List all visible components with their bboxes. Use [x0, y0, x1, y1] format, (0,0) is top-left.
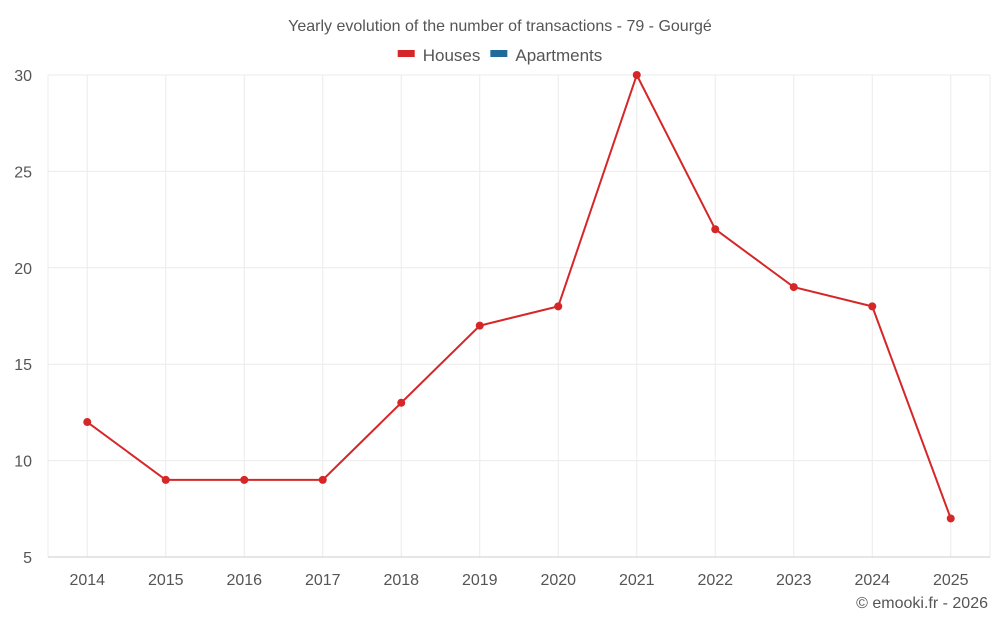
legend-item-houses[interactable]: Houses: [397, 46, 481, 65]
y-tick-label: 20: [14, 261, 32, 278]
data-point[interactable]: [632, 71, 641, 79]
data-point[interactable]: [397, 398, 406, 407]
data-point[interactable]: [711, 225, 720, 234]
legend-label: Houses: [423, 46, 481, 65]
y-tick-label: 5: [23, 550, 32, 567]
x-tick-label: 2023: [776, 572, 812, 589]
x-tick-label: 2021: [619, 572, 655, 589]
data-point[interactable]: [240, 475, 249, 484]
x-axis: 2014 2015 2016 2017 2018 2019 2020 2021 2022 2023…: [69, 572, 968, 589]
y-tick-label: 30: [14, 68, 32, 85]
data-point[interactable]: [475, 321, 484, 330]
legend: Houses Apartments: [397, 46, 602, 65]
x-tick-label: 2017: [305, 572, 341, 589]
credit-text: © emooki.fr - 2026: [856, 595, 988, 612]
data-point[interactable]: [946, 514, 955, 523]
x-tick-label: 2019: [462, 572, 498, 589]
x-tick-label: 2016: [226, 572, 262, 589]
grid: [47, 74, 991, 558]
x-tick-label: 2024: [854, 572, 890, 589]
legend-item-apartments[interactable]: Apartments: [490, 46, 602, 65]
x-tick-label: 2025: [933, 572, 969, 589]
series-line-houses: [86, 72, 952, 519]
data-point[interactable]: [554, 302, 563, 311]
data-point[interactable]: [789, 283, 798, 292]
legend-swatch: [397, 50, 415, 57]
y-tick-label: 10: [14, 454, 32, 471]
data-point[interactable]: [318, 475, 327, 484]
legend-swatch: [490, 50, 508, 57]
data-point[interactable]: [83, 418, 92, 427]
data-point[interactable]: [161, 475, 170, 484]
x-tick-label: 2014: [69, 572, 105, 589]
y-axis: 5 10 15 20 25 30: [14, 68, 32, 567]
data-point[interactable]: [868, 302, 877, 311]
chart-title: Yearly evolution of the number of transa…: [288, 18, 712, 35]
x-tick-label: 2022: [697, 572, 733, 589]
x-tick-label: 2020: [540, 572, 576, 589]
x-tick-label: 2015: [148, 572, 184, 589]
y-tick-label: 15: [14, 357, 32, 374]
x-tick-label: 2018: [383, 572, 419, 589]
legend-label: Apartments: [515, 46, 602, 65]
series: [83, 71, 955, 523]
y-tick-label: 25: [14, 164, 32, 181]
